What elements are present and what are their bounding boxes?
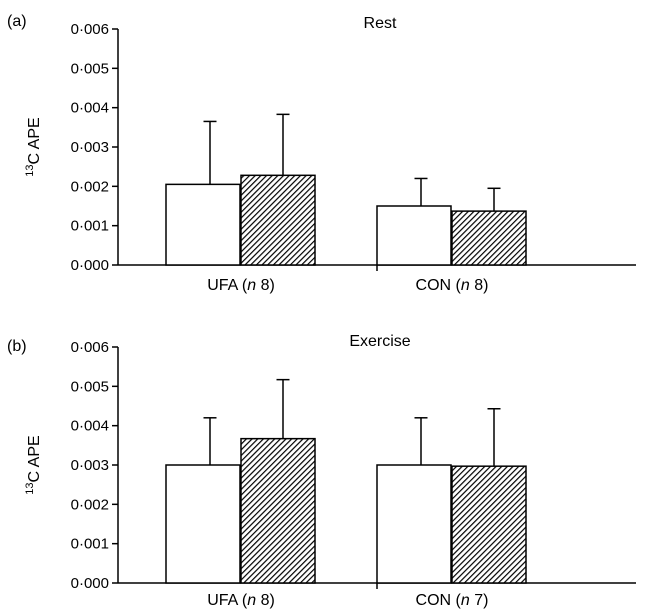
y-tick-label: 0·001 — [71, 218, 109, 235]
category-label-italic: n — [247, 592, 256, 609]
y-tick-label: 0·005 — [71, 60, 109, 77]
category-label-prefix: UFA ( — [207, 277, 248, 294]
y-tick-label: 0·005 — [71, 378, 109, 395]
y-tick-label: 0·006 — [71, 21, 109, 38]
y-tick-label: 0·003 — [71, 139, 109, 156]
bar-hatched — [451, 465, 527, 584]
category-label: CON (n 7) — [416, 592, 489, 609]
category-label-italic: n — [247, 277, 256, 294]
bar-hatched — [240, 174, 316, 266]
category-label-suffix: 8) — [256, 277, 275, 294]
y-tick-label: 0·000 — [71, 575, 109, 592]
category-label-prefix: UFA ( — [207, 592, 248, 609]
y-tick-label: 0·002 — [71, 178, 109, 195]
bar-open — [165, 183, 241, 266]
bar-hatched — [240, 437, 316, 584]
category-label-prefix: CON ( — [416, 592, 462, 609]
y-tick-label: 0·004 — [71, 418, 109, 435]
y-tick-label: 0·004 — [71, 100, 109, 117]
panel-label: (a) — [7, 13, 27, 30]
chart-title: Rest — [364, 15, 397, 32]
y-tick-label: 0·002 — [71, 496, 109, 513]
y-axis-label: 13C APE — [24, 117, 43, 176]
category-label: UFA (n 8) — [207, 592, 275, 609]
panel-label: (b) — [7, 338, 27, 355]
y-tick-label: 0·003 — [71, 457, 109, 474]
y-axis-label-main: C APE — [26, 435, 43, 482]
y-axis-label-main: C APE — [26, 117, 43, 164]
category-label: UFA (n 8) — [207, 277, 275, 294]
category-label-suffix: 8) — [470, 277, 489, 294]
y-tick-label: 0·006 — [71, 339, 109, 356]
category-label-italic: n — [461, 277, 470, 294]
bar-open — [376, 205, 452, 266]
y-tick-label: 0·001 — [71, 536, 109, 553]
bar-open — [376, 464, 452, 584]
category-label-italic: n — [461, 592, 470, 609]
chart-panel: (a) Rest 13C APE 0·000 0·001 0·002 0·003 0·004 0… — [7, 13, 636, 294]
chart-panel: (b) Exercise 13C APE 0·000 0·001 0·002 0·003 0·… — [7, 333, 636, 609]
chart-title: Exercise — [349, 333, 410, 350]
category-label-prefix: CON ( — [416, 277, 462, 294]
category-label-suffix: 8) — [256, 592, 275, 609]
y-axis-label-superscript: 13 — [24, 482, 36, 494]
bar-open — [165, 464, 241, 584]
category-label: CON (n 8) — [416, 277, 489, 294]
y-tick-label: 0·000 — [71, 257, 109, 274]
y-axis-label-superscript: 13 — [24, 164, 36, 176]
bar-hatched — [451, 210, 527, 266]
category-label-suffix: 7) — [470, 592, 489, 609]
y-axis-label: 13C APE — [24, 435, 43, 494]
